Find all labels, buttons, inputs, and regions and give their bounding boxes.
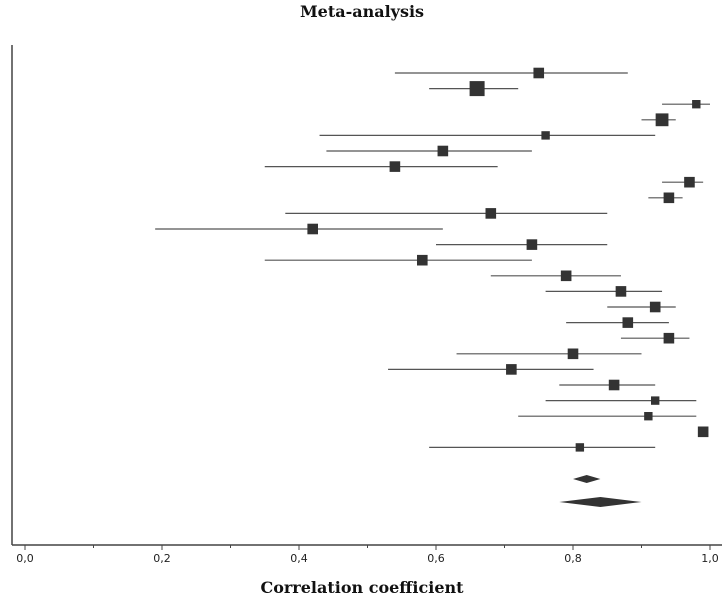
- study-marker: [526, 239, 538, 250]
- x-tick-label: 0,4: [290, 552, 308, 565]
- study-marker: [575, 443, 585, 452]
- study-marker: [307, 223, 318, 235]
- study-marker: [663, 332, 675, 344]
- study-marker: [541, 131, 550, 140]
- study-marker: [644, 412, 653, 421]
- study-marker: [567, 348, 579, 360]
- study-marker: [417, 254, 428, 266]
- study-marker: [655, 113, 669, 127]
- study-marker: [663, 192, 675, 204]
- summary-diamond: [559, 497, 642, 507]
- x-tick-label: 0,8: [564, 552, 582, 565]
- study-marker: [469, 81, 485, 97]
- study-marker: [649, 301, 661, 313]
- study-marker: [389, 161, 401, 172]
- study-marker: [506, 364, 517, 375]
- x-tick-label: 0,2: [153, 552, 171, 565]
- study-marker: [533, 67, 545, 79]
- study-marker: [692, 100, 701, 109]
- study-marker: [437, 145, 449, 157]
- study-marker: [622, 317, 634, 328]
- x-tick-label: 0,0: [16, 552, 34, 565]
- x-axis-title: Correlation coefficient: [260, 578, 464, 597]
- study-marker: [684, 176, 695, 188]
- study-marker: [651, 396, 660, 405]
- study-marker: [608, 379, 620, 391]
- x-tick-label: 1,0: [701, 552, 719, 565]
- study-marker: [615, 286, 627, 297]
- study-marker: [560, 270, 572, 282]
- study-marker: [697, 426, 709, 438]
- summary-diamond: [573, 475, 601, 483]
- x-tick-label: 0,6: [427, 552, 445, 565]
- chart-title: Meta-analysis: [299, 2, 425, 21]
- study-marker: [485, 208, 497, 219]
